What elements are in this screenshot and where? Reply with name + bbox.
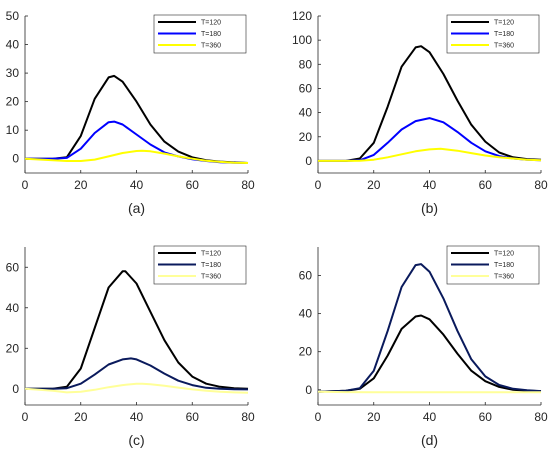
panel-caption: (c): [128, 432, 144, 448]
x-tick-label: 40: [130, 178, 144, 192]
x-tick-label: 40: [423, 178, 437, 192]
legend-label: T=120: [201, 20, 221, 27]
series-line-T=120: [25, 74, 249, 164]
legend-label: T=120: [201, 251, 221, 258]
y-tick-label: 0: [305, 383, 312, 397]
x-tick-label: 80: [534, 178, 548, 192]
legend: T=120 T=180 T=360: [153, 14, 247, 54]
legend: T=120 T=180 T=360: [446, 14, 540, 54]
x-tick-label: 20: [74, 410, 88, 424]
x-tick-label: 60: [186, 178, 200, 192]
y-tick-label: 20: [6, 341, 20, 355]
x-tick-label: 80: [241, 178, 255, 192]
y-tick-label: 30: [6, 66, 20, 80]
y-tick-label: 40: [6, 38, 20, 52]
x-tick-label: 60: [479, 178, 493, 192]
y-tick-label: 20: [6, 95, 20, 109]
series-line-T=120: [317, 314, 542, 393]
x-tick-label: 40: [423, 410, 437, 424]
legend-label: T=180: [201, 31, 221, 38]
x-tick-label: 60: [479, 410, 493, 424]
panel-caption: (b): [421, 200, 438, 216]
y-tick-label: 60: [299, 269, 313, 283]
legend: T=120 T=180 T=360: [153, 245, 247, 285]
series-line-T=180: [317, 263, 542, 393]
y-tick-label: 50: [6, 9, 20, 23]
series-line-T=360: [318, 147, 542, 162]
y-tick-label: 40: [299, 106, 313, 120]
y-tick-label: 80: [299, 57, 313, 71]
panel-caption: (d): [421, 432, 438, 448]
y-tick-label: 120: [292, 9, 312, 23]
y-tick-label: 40: [299, 307, 313, 321]
series-line-T=120: [318, 45, 542, 162]
y-tick-label: 60: [6, 260, 20, 274]
y-tick-label: 0: [305, 154, 312, 168]
x-tick-label: 0: [22, 178, 29, 192]
chart-panel-3: 0 20 40 60 80 0 20 40 60 T=120 T=180 T=360 (c): [6, 245, 255, 448]
x-tick-label: 0: [315, 410, 322, 424]
x-tick-label: 80: [241, 410, 255, 424]
x-tick-label: 40: [130, 410, 144, 424]
x-tick-label: 20: [367, 178, 381, 192]
y-tick-label: 20: [299, 345, 313, 359]
x-tick-label: 20: [367, 410, 381, 424]
series-line-T=360: [317, 390, 541, 394]
series-line-T=180: [25, 120, 249, 164]
legend-label: T=120: [494, 251, 514, 258]
chart-panel-2: 0 20 40 60 80 0 20 40 60 80 100 120 T=120 T=180 T=360 (…: [292, 9, 548, 216]
panel-caption: (a): [128, 200, 145, 216]
legend-label: T=360: [494, 274, 514, 281]
y-tick-label: 60: [299, 81, 313, 95]
series-line-T=360: [24, 382, 249, 394]
x-tick-label: 0: [22, 410, 29, 424]
chart-panel-1: 0 20 40 60 80 0 10 20 30 40 50 T=120 T=180 T=360 (a): [6, 9, 255, 216]
y-tick-label: 40: [6, 301, 20, 315]
legend-label: T=360: [201, 274, 221, 281]
x-tick-label: 20: [74, 178, 88, 192]
legend-label: T=180: [494, 262, 514, 269]
x-tick-label: 60: [186, 410, 200, 424]
legend-label: T=180: [494, 31, 514, 38]
x-tick-label: 0: [315, 178, 322, 192]
legend-label: T=360: [494, 43, 514, 50]
legend-label: T=180: [201, 262, 221, 269]
legend-label: T=120: [494, 20, 514, 27]
chart-panel-4: 0 20 40 60 80 0 20 40 60 T=120 T=180 T=360 (d): [299, 245, 548, 448]
y-tick-label: 0: [12, 152, 19, 166]
y-tick-label: 20: [299, 130, 313, 144]
series-line-T=120: [25, 270, 249, 390]
x-tick-label: 80: [534, 410, 548, 424]
y-tick-label: 0: [12, 382, 19, 396]
series-line-T=360: [24, 149, 249, 164]
series-line-T=180: [25, 357, 249, 391]
legend: T=120 T=180 T=360: [446, 245, 540, 285]
legend-label: T=360: [201, 43, 221, 50]
y-tick-label: 10: [6, 123, 20, 137]
y-tick-label: 100: [292, 33, 312, 47]
